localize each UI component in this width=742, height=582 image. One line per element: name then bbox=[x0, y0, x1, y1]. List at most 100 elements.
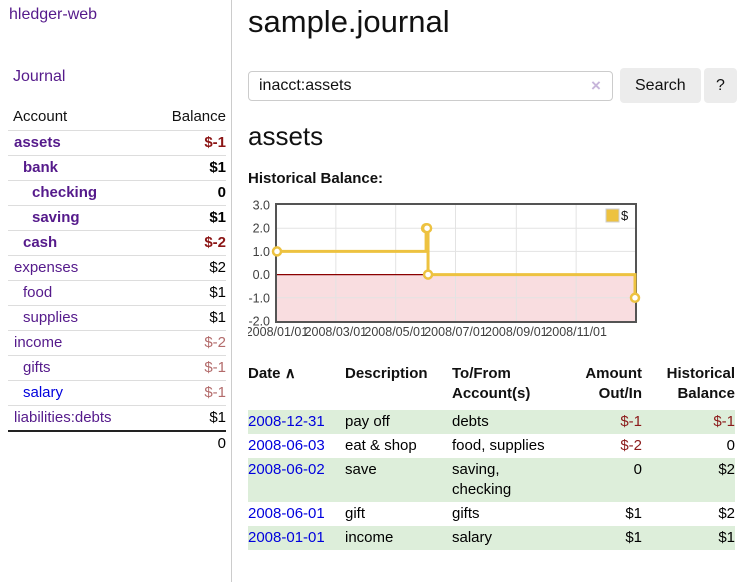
account-link-cash[interactable]: cash bbox=[23, 234, 58, 251]
account-link-saving[interactable]: saving bbox=[32, 209, 80, 226]
accounts-table: Account Balance assets $-1 bank $1 checking 0… bbox=[8, 104, 226, 456]
accounts-total-value: 0 bbox=[151, 430, 226, 456]
data-point-marker bbox=[421, 222, 433, 234]
accounts-header-balance: Balance bbox=[171, 108, 226, 125]
help-button[interactable]: ? bbox=[704, 68, 737, 103]
account-row: food $1 bbox=[8, 280, 226, 306]
account-link-salary[interactable]: salary bbox=[23, 384, 64, 401]
transaction-description: gift bbox=[345, 505, 366, 522]
y-axis-tick-label: 1.0 bbox=[253, 245, 270, 259]
account-name-cell: checking bbox=[8, 180, 152, 206]
account-name-cell: food bbox=[8, 280, 152, 306]
x-axis-tick-label: 2008/05/01 bbox=[364, 325, 427, 339]
transaction-date-cell: 2008-01-01 bbox=[248, 526, 345, 550]
legend-label: $ bbox=[621, 208, 629, 223]
register-col-header: Amount Out/In bbox=[585, 365, 642, 402]
transaction-description: save bbox=[345, 461, 377, 478]
account-row: checking 0 bbox=[8, 180, 226, 206]
x-axis-tick-label: 2008/11/01 bbox=[545, 325, 607, 339]
app-title-link[interactable]: hledger-web bbox=[9, 6, 98, 23]
x-axis-tick-label: 2008/07/01 bbox=[424, 325, 487, 339]
account-row: assets $-1 bbox=[8, 130, 226, 156]
page-title: sample.journal bbox=[248, 4, 450, 39]
transaction-accounts: debts bbox=[452, 413, 489, 430]
account-balance: 0 bbox=[151, 180, 226, 206]
register-col-header: Description bbox=[345, 365, 428, 382]
transaction-row[interactable]: 2008-12-31 pay off debts $-1 $-1 bbox=[248, 410, 735, 434]
transaction-description: pay off bbox=[345, 413, 390, 430]
account-name-cell: supplies bbox=[8, 305, 152, 331]
transaction-date-cell: 2008-06-03 bbox=[248, 434, 345, 458]
transaction-date-cell: 2008-06-02 bbox=[248, 458, 345, 502]
accounts-rows: assets $-1 bank $1 checking 0 saving $1 cash $-2 e… bbox=[8, 130, 226, 431]
search-button[interactable]: Search bbox=[620, 68, 701, 103]
sidebar-item-journal[interactable]: Journal bbox=[13, 68, 66, 85]
transaction-row[interactable]: 2008-06-01 gift gifts $1 $2 bbox=[248, 502, 735, 526]
account-heading: assets bbox=[248, 121, 324, 151]
account-link-assets[interactable]: assets bbox=[14, 134, 61, 151]
account-row: saving $1 bbox=[8, 205, 226, 231]
transaction-accounts: salary bbox=[452, 529, 493, 546]
clear-search-icon[interactable]: × bbox=[591, 76, 601, 95]
account-name-cell: cash bbox=[8, 230, 152, 256]
accounts-total-row: 0 bbox=[8, 430, 226, 456]
sort-ascending-icon: ∧ bbox=[284, 365, 296, 382]
account-link-gifts[interactable]: gifts bbox=[23, 359, 51, 376]
account-name-cell: bank bbox=[8, 155, 152, 181]
account-row: expenses $2 bbox=[8, 255, 226, 281]
account-row: income $-2 bbox=[8, 330, 226, 356]
account-link-bank[interactable]: bank bbox=[23, 159, 59, 176]
account-row: supplies $1 bbox=[8, 305, 226, 331]
account-link-liabilities-debts[interactable]: liabilities:debts bbox=[14, 409, 112, 426]
account-link-food[interactable]: food bbox=[23, 284, 53, 301]
account-name-cell: liabilities:debts bbox=[8, 405, 152, 431]
data-point-marker bbox=[422, 269, 434, 280]
transaction-date-link[interactable]: 2008-06-03 bbox=[248, 437, 325, 454]
y-axis-tick-label: 3.0 bbox=[253, 199, 270, 213]
account-link-income[interactable]: income bbox=[14, 334, 63, 351]
account-balance: $1 bbox=[151, 205, 226, 231]
account-balance: $2 bbox=[151, 255, 226, 281]
account-link-supplies[interactable]: supplies bbox=[23, 309, 79, 326]
transaction-date-link[interactable]: 2008-06-02 bbox=[248, 461, 325, 478]
y-axis-tick-label: -2.0 bbox=[248, 315, 270, 329]
register-col-header[interactable]: Date ∧ bbox=[248, 365, 296, 382]
transaction-date-link[interactable]: 2008-01-01 bbox=[248, 529, 325, 546]
account-name-cell: saving bbox=[8, 205, 152, 231]
account-balance: $-2 bbox=[151, 330, 226, 356]
balance-chart: 3.0 2.0 1.0 0.0 -1.0 -2.02008/01/012008/03/01… bbox=[248, 199, 641, 339]
y-axis-tick-label: 0.0 bbox=[253, 268, 270, 282]
transaction-balance: $2 bbox=[718, 461, 735, 478]
account-row: cash $-2 bbox=[8, 230, 226, 256]
transaction-balance: $2 bbox=[718, 505, 735, 522]
transaction-amount: 0 bbox=[633, 461, 642, 478]
account-balance: $-1 bbox=[151, 130, 226, 156]
transaction-row[interactable]: 2008-01-01 income salary $1 $1 bbox=[248, 526, 735, 550]
account-row: liabilities:debts $1 bbox=[8, 405, 226, 431]
transaction-accounts: food, supplies bbox=[452, 437, 545, 454]
account-balance: $1 bbox=[151, 305, 226, 331]
x-axis-tick-label: 2008/01/01 bbox=[248, 325, 308, 339]
account-link-checking[interactable]: checking bbox=[32, 184, 98, 201]
transaction-accounts: gifts bbox=[452, 505, 480, 522]
legend-swatch bbox=[605, 208, 620, 223]
chart-title: Historical Balance: bbox=[248, 170, 384, 187]
transaction-balance: $-1 bbox=[713, 413, 735, 430]
account-balance: $1 bbox=[151, 405, 226, 431]
sidebar: hledger-web Journal Account Balance asse… bbox=[0, 0, 232, 582]
y-axis-tick-label: -1.0 bbox=[248, 291, 270, 305]
accounts-header-row: Account Balance bbox=[8, 104, 226, 131]
account-link-expenses[interactable]: expenses bbox=[14, 259, 79, 276]
transaction-date-link[interactable]: 2008-12-31 bbox=[248, 413, 325, 430]
transaction-date-cell: 2008-06-01 bbox=[248, 502, 345, 526]
transaction-row[interactable]: 2008-06-02 save saving, checking 0 $2 bbox=[248, 458, 735, 502]
transaction-row[interactable]: 2008-06-03 eat & shop food, supplies $-2 0 bbox=[248, 434, 735, 458]
transaction-balance: $1 bbox=[718, 529, 735, 546]
transaction-description: income bbox=[345, 529, 394, 546]
account-balance: $-1 bbox=[151, 355, 226, 381]
transaction-date-link[interactable]: 2008-06-01 bbox=[248, 505, 325, 522]
search-input[interactable] bbox=[248, 71, 613, 101]
x-axis-tick-label: 2008/03/01 bbox=[305, 325, 368, 339]
account-row: salary $-1 bbox=[8, 380, 226, 406]
